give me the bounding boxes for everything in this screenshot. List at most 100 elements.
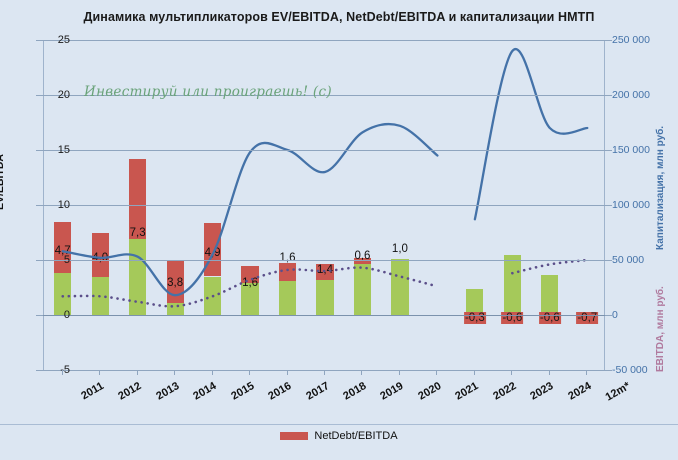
y-axis-left-title: EV/EBITDA — [0, 153, 6, 210]
y-axis-tick-label-left: 25 — [57, 34, 70, 46]
bar-column[interactable] — [466, 40, 484, 370]
y-axis-tick-mark-left — [36, 260, 43, 261]
bar-segment-netdebt-ebitda[interactable] — [278, 263, 297, 281]
bar-segment-ev-ebitda[interactable] — [353, 264, 372, 315]
y-axis-tick-label-left: -5 — [60, 364, 70, 376]
y-axis-tick-label-left: 0 — [63, 309, 70, 321]
y-axis-capitalization-title: Капитализация, млн руб. — [655, 125, 666, 250]
x-axis-tick-label: 2019 — [378, 380, 406, 403]
bar-value-label: -0,3 — [463, 311, 486, 324]
y-axis-tick-label-right: 100 000 — [612, 199, 650, 211]
x-axis-tick-label: 2022 — [491, 380, 519, 403]
x-axis-tick-mark — [99, 370, 101, 375]
x-axis-tick-mark — [586, 370, 588, 375]
bar-value-label: 3,8 — [167, 276, 184, 289]
watermark-annotation: Инвестируй или проиграешь! (с) — [84, 84, 332, 100]
y-axis-tick-mark-right — [605, 315, 612, 316]
bar-segment-ev-ebitda[interactable] — [203, 276, 222, 315]
y-axis-ebitda-title: EBITDA, млн руб. — [655, 286, 666, 372]
gridline — [43, 150, 605, 151]
bar-value-label: -0,6 — [538, 311, 561, 324]
bar-value-label: -0,6 — [501, 311, 524, 324]
bar-segment-ev-ebitda[interactable] — [278, 280, 297, 315]
x-axis-tick-mark — [136, 370, 138, 375]
y-axis-tick-mark-left — [36, 370, 43, 371]
bar-segment-ev-ebitda[interactable] — [129, 239, 147, 315]
bar-segment-ev-ebitda[interactable] — [91, 276, 109, 315]
y-axis-tick-mark-left — [36, 205, 43, 206]
bar-value-label: 1,6 — [279, 251, 296, 264]
y-axis-tick-mark-right — [605, 95, 612, 96]
x-axis-tick-mark — [174, 370, 176, 375]
gridline — [43, 205, 605, 206]
x-axis-tick-label: 12m* — [603, 380, 633, 404]
bar-value-label: 1,0 — [391, 243, 408, 256]
y-axis-tick-label-left: 15 — [57, 144, 70, 156]
y-axis-tick-mark-right — [605, 370, 612, 371]
legend-label: NetDebt/EBITDA — [314, 430, 398, 442]
y-axis-tick-label-left: 20 — [57, 89, 70, 101]
bar-segment-ev-ebitda[interactable] — [316, 279, 334, 315]
chart-legend: NetDebt/EBITDA — [0, 430, 678, 442]
bar-value-label: 4,0 — [92, 251, 109, 264]
bar-value-label: 4,9 — [204, 246, 221, 259]
x-axis-tick-mark — [61, 370, 63, 375]
y-axis-tick-mark-right — [605, 40, 612, 41]
bar-value-label: 1,4 — [317, 264, 333, 276]
legend-color-swatch — [280, 432, 309, 440]
bar-value-label: 1,6 — [242, 277, 259, 290]
gridline — [43, 95, 605, 96]
bar-segment-ev-ebitda[interactable] — [391, 258, 409, 315]
y-axis-tick-label-right: 150 000 — [612, 144, 650, 156]
x-axis-tick-label: 2020 — [416, 380, 444, 403]
x-axis-tick-label: 2013 — [153, 380, 182, 403]
x-axis-tick-mark — [436, 370, 438, 375]
x-axis-tick-label: 2016 — [266, 380, 294, 403]
y-axis-tick-label-left: 5 — [63, 254, 70, 266]
bar-segment-ev-ebitda[interactable] — [466, 288, 484, 315]
x-axis-tick-mark — [398, 370, 400, 375]
x-axis-tick-label: 2024 — [566, 380, 594, 403]
chart-title: Динамика мультипликаторов EV/EBITDA, Net… — [83, 10, 595, 24]
y-axis-tick-label-right: 0 — [612, 309, 618, 321]
x-axis-tick-label: 2012 — [116, 380, 144, 403]
x-axis-tick-mark — [511, 370, 513, 375]
y-axis-tick-label-right: 50 000 — [612, 254, 645, 266]
x-axis-tick-mark — [473, 370, 475, 375]
gridline — [43, 40, 605, 41]
y-axis-tick-label-right: 250 000 — [612, 34, 650, 46]
y-axis-tick-mark-left — [36, 150, 43, 151]
x-axis-tick-mark — [324, 370, 325, 375]
y-axis-tick-label-left: 10 — [57, 199, 70, 211]
legend-divider — [0, 424, 678, 425]
x-axis-tick-mark — [548, 370, 550, 375]
y-axis-tick-mark-right — [605, 205, 612, 206]
x-axis-tick-label: 2014 — [191, 380, 219, 403]
x-axis-tick-label: 2011 — [78, 380, 106, 403]
x-axis-tick-mark — [361, 370, 363, 375]
y-axis-tick-label-right: -50 000 — [612, 364, 648, 376]
y-axis-tick-mark-right — [605, 150, 612, 151]
y-axis-tick-mark-left — [36, 95, 43, 96]
y-axis-tick-mark-left — [36, 315, 43, 316]
bar-segment-ev-ebitda[interactable] — [541, 275, 559, 315]
y-axis-tick-mark-right — [605, 260, 612, 261]
bar-value-label: 7,3 — [129, 226, 146, 239]
x-axis-tick-mark — [286, 370, 288, 375]
x-axis-tick-mark — [249, 370, 251, 375]
x-axis-tick-label: 2023 — [528, 380, 556, 403]
x-axis-tick-mark — [211, 370, 213, 375]
y-axis-tick-mark-left — [36, 40, 43, 41]
x-axis-labels: 2011 2012 2013 2014 2015 2016 2017 2018 2019 2020… — [43, 370, 633, 418]
bar-segment-ev-ebitda[interactable] — [503, 254, 521, 315]
y-axis-tick-label-right: 200 000 — [612, 89, 650, 101]
bar-column[interactable] — [541, 40, 559, 370]
gridline — [43, 260, 605, 261]
x-axis-tick-label: 2015 — [228, 380, 257, 403]
bar-value-label: -0,7 — [576, 311, 599, 324]
x-axis-tick-label: 2018 — [341, 380, 369, 403]
bar-segment-ev-ebitda[interactable] — [166, 302, 184, 315]
x-axis-tick-label: 2021 — [453, 380, 481, 403]
gridline — [43, 315, 605, 316]
